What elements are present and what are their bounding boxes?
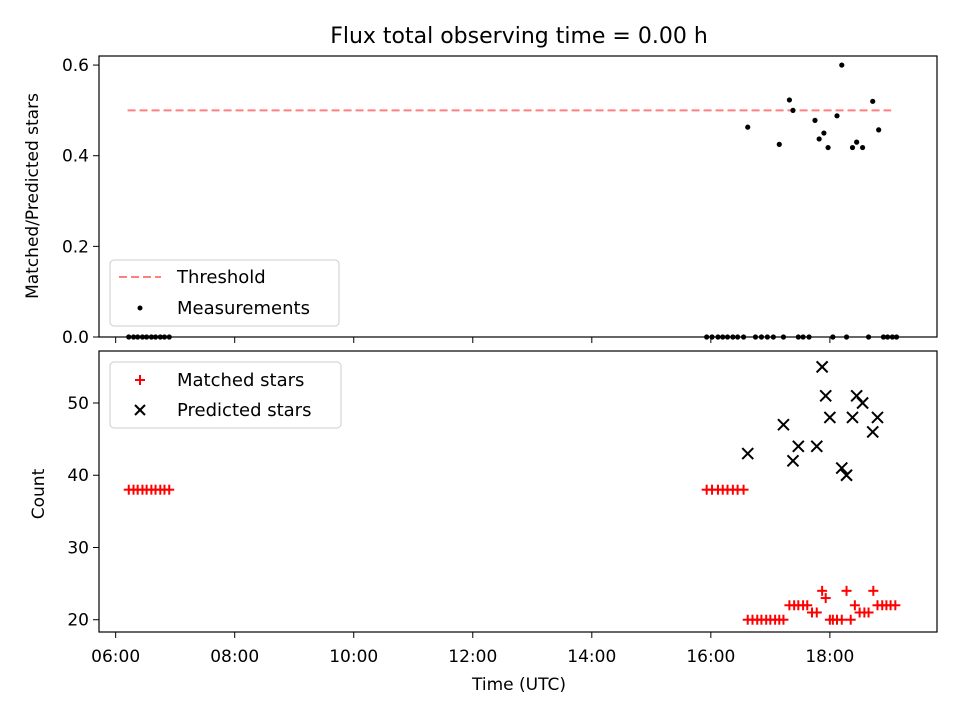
matched-star-point xyxy=(817,585,828,596)
legend-matched-swatch xyxy=(135,375,145,385)
matched-star-point xyxy=(836,614,847,625)
x-tick-label: 16:00 xyxy=(686,647,735,667)
measurement-point xyxy=(870,98,876,104)
top-y-ticks: 0.0 0.2 0.4 0.6 xyxy=(62,56,99,348)
predicted-star-point xyxy=(871,411,884,424)
measurement-point xyxy=(790,107,796,113)
matched-star-point xyxy=(738,484,749,495)
bottom-legend-box xyxy=(109,361,342,429)
predicted-star-point xyxy=(866,425,879,439)
measurement-point xyxy=(825,144,831,151)
count-points xyxy=(123,360,901,625)
matched-star-point xyxy=(863,607,874,618)
chart-title: Flux total observing time = 0.00 h xyxy=(330,24,708,49)
top-y-tick-label: 0.4 xyxy=(62,147,89,167)
bottom-y-tick-label: 20 xyxy=(67,611,89,631)
bottom-y-tick-label: 50 xyxy=(67,394,89,414)
predicted-star-point xyxy=(856,396,869,410)
bottom-panel: 20 30 40 50 06:00 08:00 10:00 12:00 14:00 16:00 1… xyxy=(29,350,938,695)
measurement-point xyxy=(786,97,792,103)
matched-star-point xyxy=(164,484,175,495)
legend-predicted-swatch xyxy=(134,404,146,416)
top-y-tick-label: 0.6 xyxy=(62,56,89,76)
bottom-x-ticks: 06:00 08:00 10:00 12:00 14:00 16:00 18:00 xyxy=(91,632,854,667)
measurement-point xyxy=(776,141,782,147)
bottom-legend: Matched stars Predicted stars xyxy=(109,361,342,429)
top-axes-frame xyxy=(98,55,938,338)
measurement-point xyxy=(849,144,856,151)
x-tick-label: 10:00 xyxy=(329,647,378,667)
legend-matched-label: Matched stars xyxy=(177,370,304,391)
predicted-star-point xyxy=(810,440,823,453)
bottom-y-tick-label: 30 xyxy=(67,538,89,558)
x-tick-label: 06:00 xyxy=(91,647,140,667)
measurement-points xyxy=(126,62,900,340)
measurement-point xyxy=(812,117,818,123)
top-legend-box xyxy=(109,259,340,327)
matched-star-point xyxy=(890,600,901,611)
measurement-point xyxy=(821,130,827,136)
x-tick-label: 18:00 xyxy=(805,647,854,667)
top-y-tick-label: 0.2 xyxy=(62,237,89,257)
top-y-axis-label: Matched/Predicted stars xyxy=(23,93,43,299)
measurement-point xyxy=(834,113,840,119)
bottom-axes-frame xyxy=(98,350,938,633)
predicted-star-point xyxy=(819,389,832,402)
predicted-star-point xyxy=(777,418,790,431)
predicted-star-point xyxy=(741,447,754,460)
bottom-y-tick-label: 40 xyxy=(67,466,89,486)
measurement-point xyxy=(860,144,866,151)
legend-measurements-label: Measurements xyxy=(177,298,310,319)
bottom-y-ticks: 20 30 40 50 xyxy=(67,394,99,631)
matched-star-point xyxy=(820,593,831,604)
x-tick-label: 12:00 xyxy=(448,647,497,667)
top-panel: 0.0 0.2 0.4 0.6 Matched/Predicted stars Thr… xyxy=(23,55,938,348)
legend-measurements-swatch xyxy=(137,305,143,311)
predicted-star-point xyxy=(786,454,800,468)
x-tick-label: 08:00 xyxy=(210,647,259,667)
measurement-point xyxy=(876,127,882,133)
measurement-point xyxy=(839,62,845,68)
top-x-ticks xyxy=(115,337,831,343)
legend-predicted-label: Predicted stars xyxy=(177,400,311,421)
matched-star-point xyxy=(845,614,856,625)
predicted-star-point xyxy=(815,360,829,374)
measurement-point xyxy=(816,136,822,142)
matched-star-point xyxy=(811,607,822,618)
predicted-star-point xyxy=(835,461,848,475)
measurement-point xyxy=(854,139,860,145)
measurement-point xyxy=(745,124,751,130)
top-y-tick-label: 0.0 xyxy=(62,328,89,348)
predicted-star-point xyxy=(846,411,859,424)
x-axis-label: Time (UTC) xyxy=(471,675,566,695)
top-legend: Threshold Measurements xyxy=(109,259,340,327)
bottom-y-axis-label: Count xyxy=(29,468,49,519)
matched-star-point xyxy=(841,585,852,596)
matched-star-point xyxy=(849,600,860,611)
matched-star-point xyxy=(778,614,789,625)
matched-star-point xyxy=(802,600,813,611)
legend-threshold-label: Threshold xyxy=(176,267,266,288)
matched-star-point xyxy=(868,585,879,596)
predicted-star-point xyxy=(823,411,837,424)
predicted-star-point xyxy=(840,469,853,482)
predicted-star-point xyxy=(792,440,805,453)
x-tick-label: 14:00 xyxy=(567,647,616,667)
